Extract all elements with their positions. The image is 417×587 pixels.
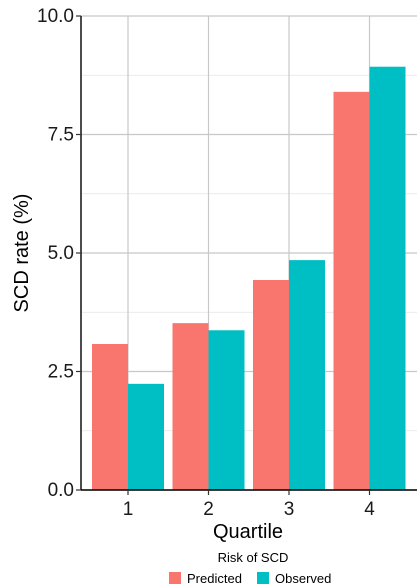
bar-predicted-1 (92, 344, 128, 490)
bar-observed-4 (369, 66, 406, 490)
legend-key-predicted (169, 572, 181, 584)
bar-observed-3 (289, 260, 325, 490)
y-tick-label: 10.0 (37, 6, 74, 27)
y-tick-label: 5.0 (48, 243, 74, 264)
x-axis-ticks: 1 2 3 4 (123, 490, 375, 520)
bar-predicted-2 (172, 323, 209, 490)
y-axis-ticks: 0.0 2.5 5.0 7.5 10.0 (37, 6, 81, 501)
bar-predicted-3 (253, 280, 289, 490)
legend-title: Risk of SCD (218, 550, 289, 565)
x-tick-label: 3 (284, 499, 295, 520)
bars (92, 66, 406, 490)
y-tick-label: 2.5 (48, 362, 74, 383)
x-tick-label: 4 (364, 499, 375, 520)
x-tick-label: 2 (203, 499, 214, 520)
x-axis-title: Quartile (213, 521, 283, 543)
y-tick-label: 0.0 (48, 480, 74, 501)
legend: Risk of SCD Predicted Observed (169, 550, 331, 586)
x-tick-label: 1 (123, 499, 134, 520)
y-axis-title: SCD rate (%) (11, 194, 33, 313)
legend-label-predicted: Predicted (187, 571, 242, 586)
legend-label-observed: Observed (275, 571, 331, 586)
y-tick-label: 7.5 (48, 125, 74, 146)
legend-items: Predicted Observed (169, 571, 331, 586)
bar-observed-2 (208, 330, 245, 490)
legend-key-observed (257, 572, 269, 584)
bar-predicted-4 (333, 91, 370, 490)
bar-observed-1 (128, 383, 164, 490)
